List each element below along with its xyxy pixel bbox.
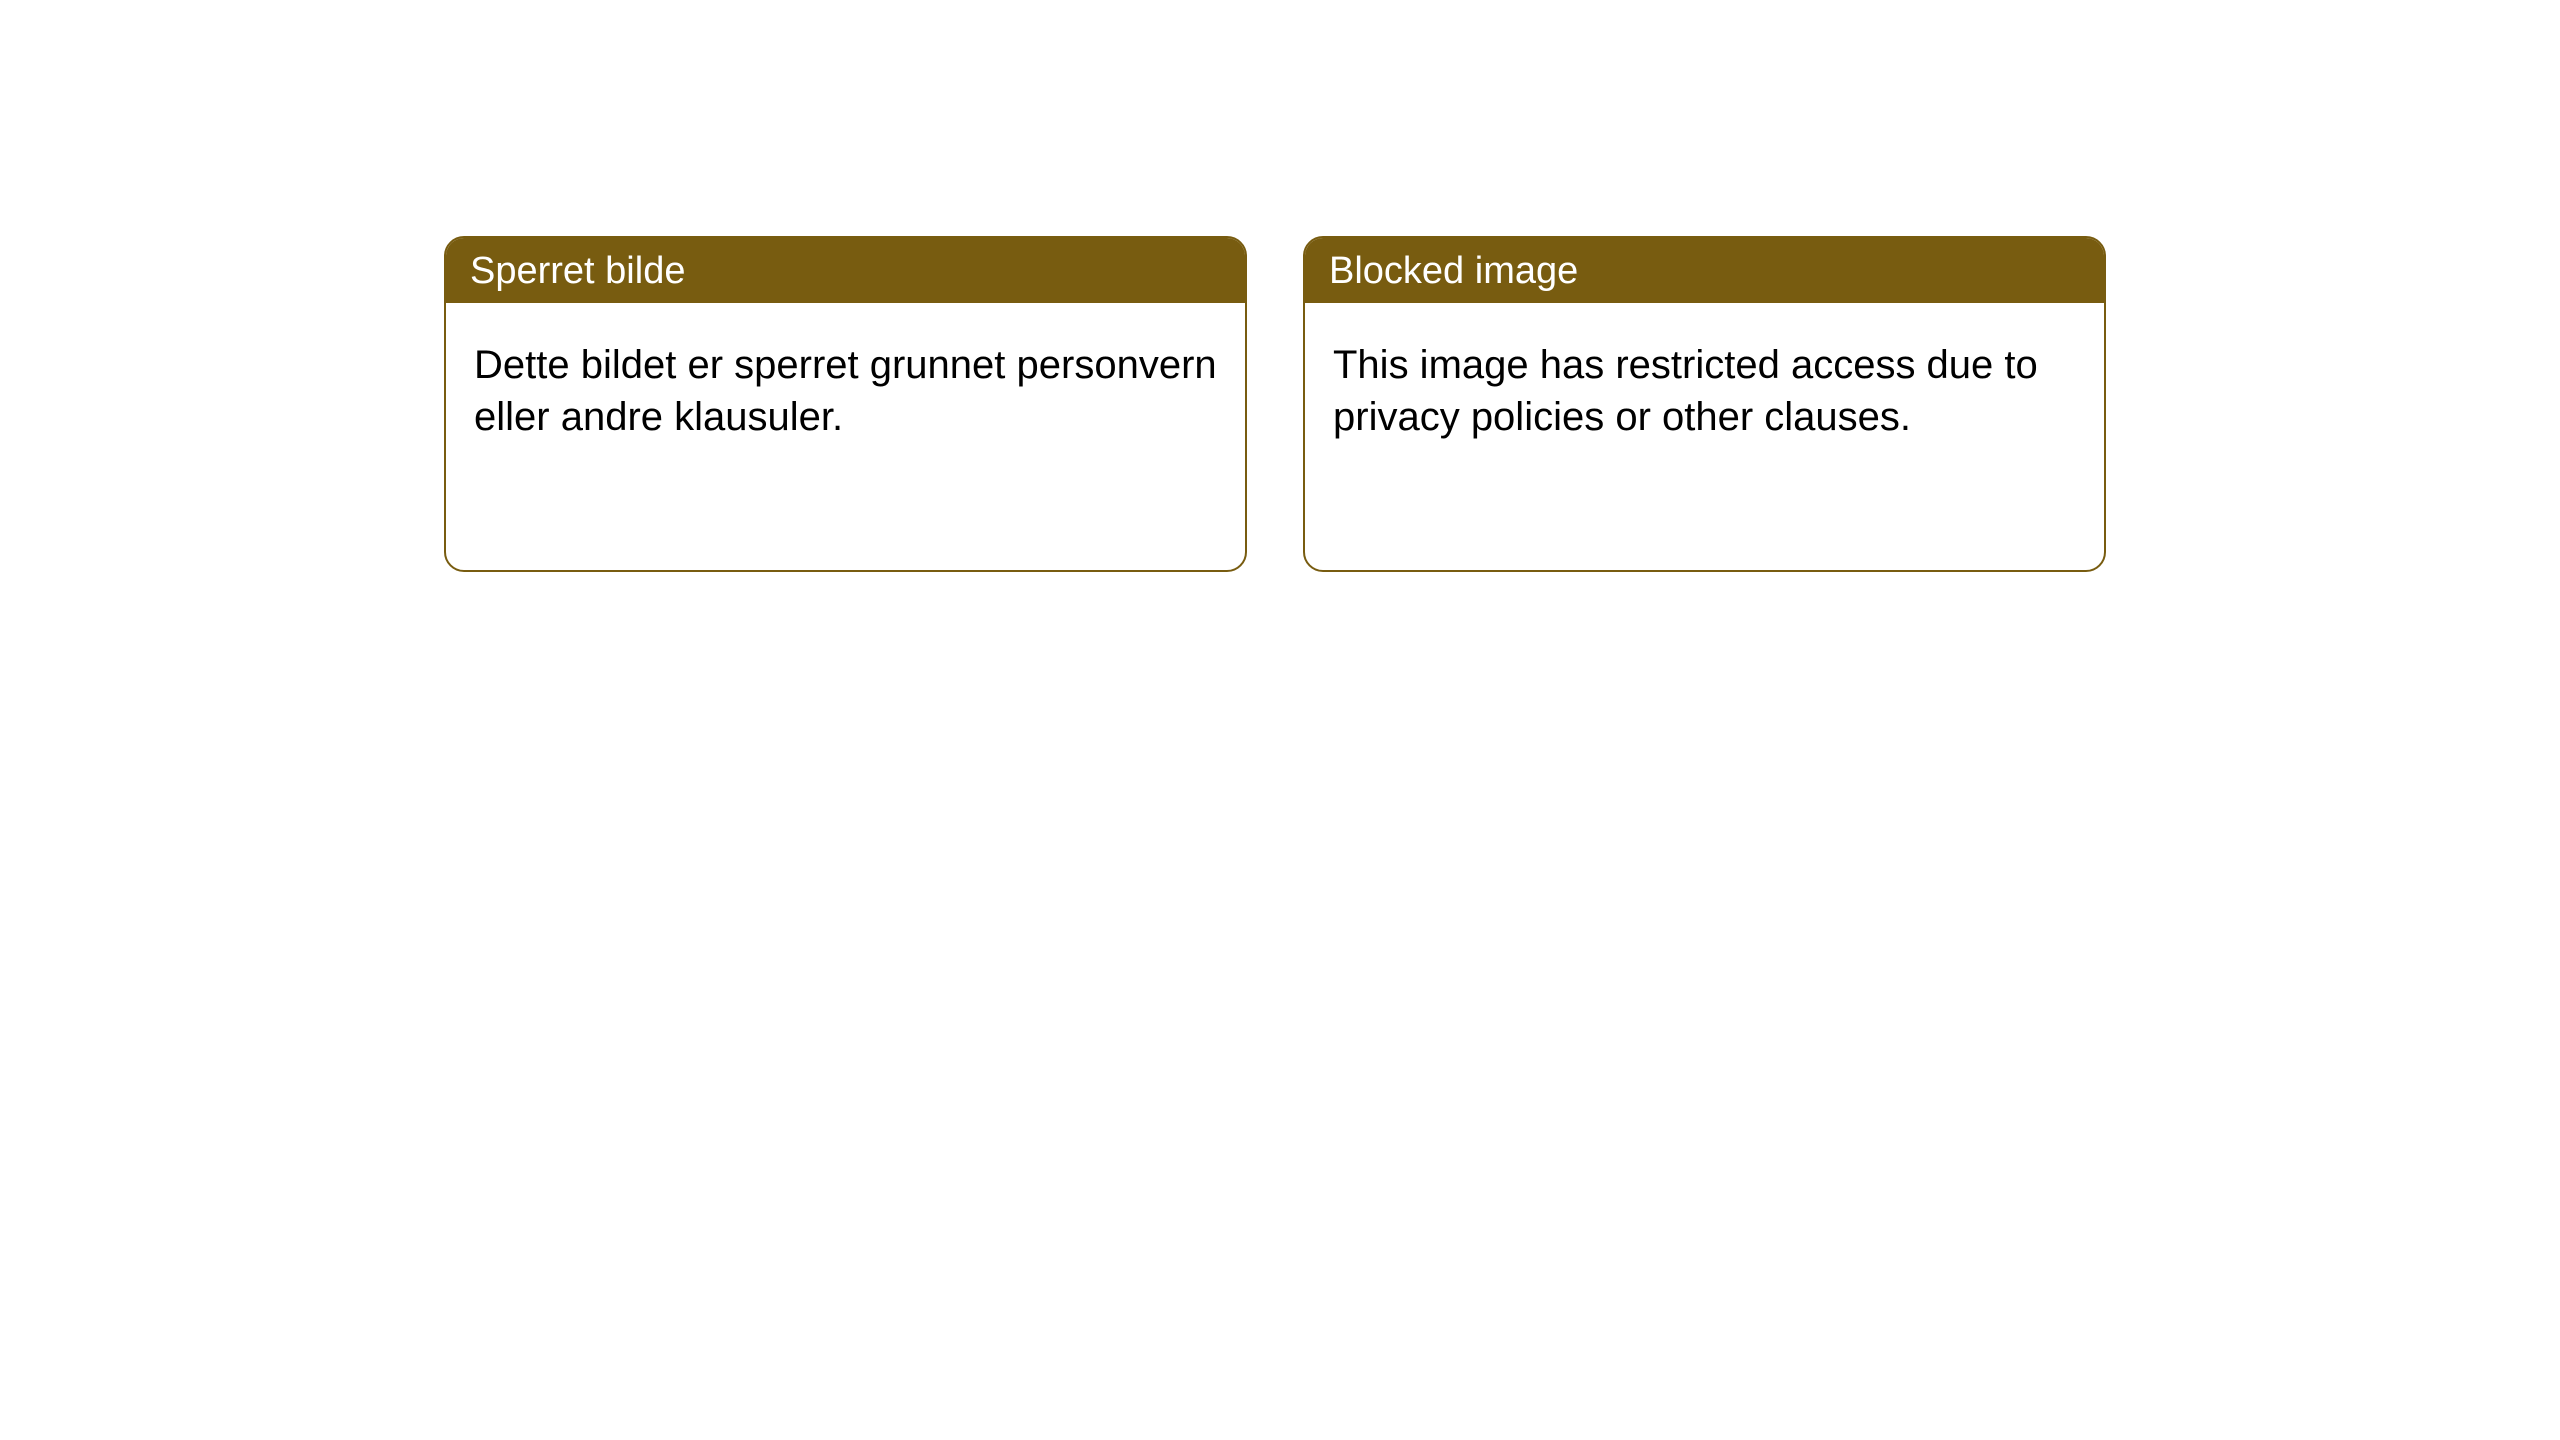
cards-container: Sperret bilde Dette bildet er sperret gr…	[444, 236, 2106, 572]
card-title-norwegian: Sperret bilde	[470, 250, 685, 292]
card-header-english: Blocked image	[1305, 238, 2104, 303]
card-header-norwegian: Sperret bilde	[446, 238, 1245, 303]
card-body-english: This image has restricted access due to …	[1305, 303, 2104, 467]
card-english: Blocked image This image has restricted …	[1303, 236, 2106, 572]
card-text-english: This image has restricted access due to …	[1333, 343, 2038, 439]
card-title-english: Blocked image	[1329, 250, 1578, 292]
card-body-norwegian: Dette bildet er sperret grunnet personve…	[446, 303, 1245, 467]
card-text-norwegian: Dette bildet er sperret grunnet personve…	[474, 343, 1217, 439]
card-norwegian: Sperret bilde Dette bildet er sperret gr…	[444, 236, 1247, 572]
